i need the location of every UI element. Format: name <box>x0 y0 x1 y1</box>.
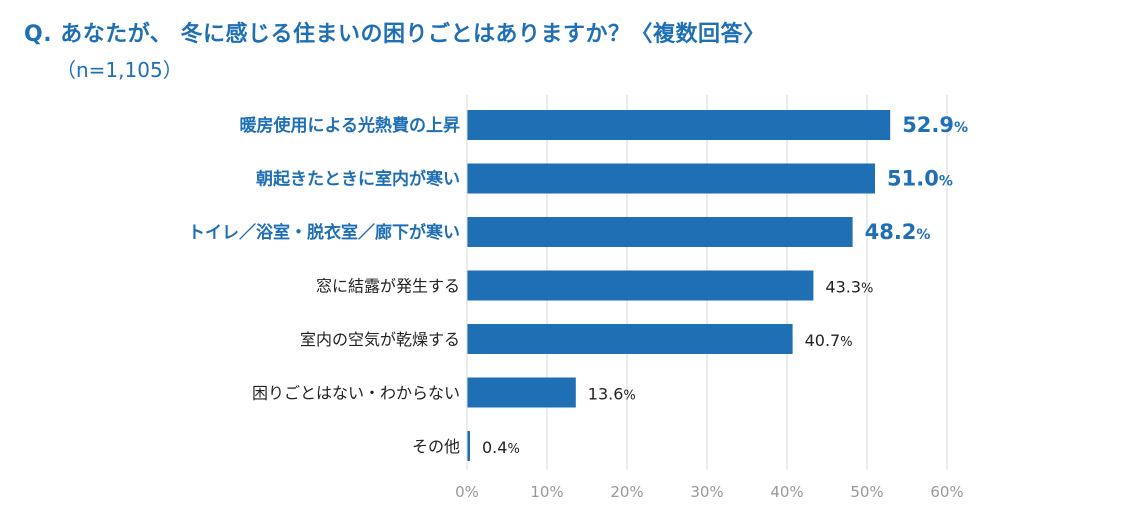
x-tick-label: 0% <box>455 483 479 501</box>
value-label: 13.6% <box>588 385 636 404</box>
value-label: 48.2% <box>865 220 931 244</box>
chart-title: Q. あなたが、 冬に感じる住まいの困りごとはありますか？〈複数回答〉 <box>24 22 766 47</box>
value-label: 52.9% <box>902 113 968 137</box>
bar <box>467 324 793 354</box>
value-label: 51.0% <box>887 167 953 191</box>
category-label: 窓に結露が発生する <box>316 277 460 296</box>
bar <box>467 163 875 194</box>
category-label: 朝起きたときに室内が寒い <box>256 169 460 190</box>
category-label: トイレ／浴室・脱衣室／廊下が寒い <box>188 222 460 243</box>
x-tick-label: 30% <box>690 483 723 501</box>
category-label: 困りごとはない・わからない <box>252 384 460 403</box>
bar <box>467 110 891 140</box>
x-tick-label: 20% <box>610 483 643 501</box>
category-label: その他 <box>412 437 460 456</box>
category-label: 暖房使用による光熱費の上昇 <box>240 115 461 136</box>
chart-subtitle: （n=1,105） <box>56 58 183 82</box>
bar <box>467 270 814 301</box>
bar <box>467 217 853 247</box>
x-tick-label: 60% <box>930 483 963 501</box>
bar <box>467 377 576 408</box>
x-tick-label: 40% <box>770 483 803 501</box>
bar <box>467 431 470 461</box>
x-tick-label: 10% <box>530 483 563 501</box>
value-label: 0.4% <box>482 438 520 457</box>
x-tick-label: 50% <box>850 483 883 501</box>
value-label: 43.3% <box>825 278 873 297</box>
value-label: 40.7% <box>805 331 853 350</box>
category-label: 室内の空気が乾燥する <box>300 330 460 349</box>
